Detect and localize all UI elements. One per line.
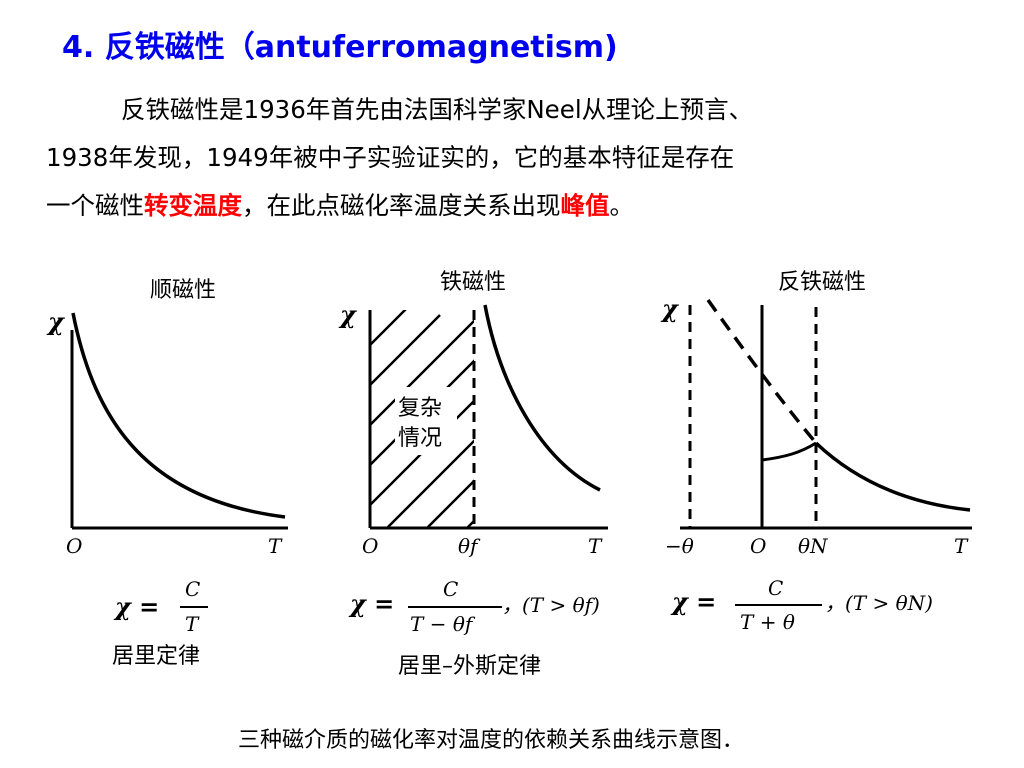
below-neel-curve: [761, 441, 817, 462]
ferromagnetic-y-label: χ: [338, 300, 357, 329]
paragraph-line-3-b: ，在此点磁化率温度关系出现: [242, 191, 561, 220]
paragraph-line-3-c: 。: [609, 191, 635, 220]
figure-caption: 三种磁介质的磁化率对温度的依赖关系曲线示意图．: [238, 728, 744, 753]
susceptibility-figure: 顺磁性 χ O T χ = C T 居里定律 铁磁性 χ 复杂 情况: [46, 270, 972, 753]
antiferromagnetic-y-label: χ: [660, 294, 679, 323]
neel-formula-denominator: T + θ: [740, 610, 795, 634]
paragraph-line-3-a: 一个磁性: [46, 191, 144, 220]
antiferromagnetic-origin-label: O: [750, 534, 766, 558]
neel-condition: ，(T > θN): [825, 591, 933, 615]
paragraph-line-1: 反铁磁性是1936年首先由法国科学家Neel从理论上预言、: [121, 95, 754, 124]
ferromagnetic-curve: [483, 304, 601, 492]
ferromagnetic-x-label: T: [588, 534, 603, 558]
curie-weiss-formula-numerator: C: [443, 577, 458, 601]
paramagnetic-origin-label: O: [66, 534, 82, 558]
ferromagnetic-origin-label: O: [362, 534, 378, 558]
above-neel-curve: [814, 441, 971, 512]
paramagnetic-x-label: T: [268, 534, 283, 558]
curie-weiss-law-label: 居里–外斯定律: [398, 654, 541, 679]
paramagnetic-panel: 顺磁性 χ O T χ = C T 居里定律: [46, 278, 288, 669]
neg-theta-label: −θ: [665, 534, 694, 558]
neel-formula-numerator: C: [768, 576, 783, 600]
highlight-peak: 峰值: [560, 191, 610, 220]
body-paragraph: 反铁磁性是1936年首先由法国科学家Neel从理论上预言、 1938年发现，19…: [46, 86, 986, 230]
highlight-transition-temperature: 转变温度: [144, 191, 242, 220]
complex-label-line-1: 复杂: [398, 396, 442, 421]
theta-f-label: θf: [458, 534, 481, 558]
paramagnetic-title: 顺磁性: [150, 278, 216, 303]
curie-formula-denominator: T: [185, 612, 200, 636]
paragraph-line-3: 一个磁性转变温度，在此点磁化率温度关系出现峰值。: [46, 182, 986, 230]
curie-law-label: 居里定律: [112, 644, 200, 669]
ferromagnetic-panel: 铁磁性 χ 复杂 情况 O θf T χ = C T − θf ，(T > θf…: [338, 270, 608, 679]
complex-label-line-2: 情况: [398, 426, 442, 451]
curie-weiss-formula-lhs: χ =: [348, 589, 394, 618]
antiferromagnetic-title: 反铁磁性: [778, 270, 866, 295]
curie-weiss-condition: ，(T > θf): [502, 593, 600, 617]
complex-region-hatching: [370, 310, 474, 528]
paramagnetic-curve: [71, 312, 286, 519]
curie-formula-lhs: χ =: [113, 592, 159, 621]
paragraph-line-2: 1938年发现，1949年被中子实验证实的，它的基本特征是存在: [46, 143, 735, 172]
theta-n-label: θN: [798, 534, 829, 558]
curie-weiss-formula-denominator: T − θf: [410, 612, 476, 636]
ferromagnetic-title: 铁磁性: [440, 270, 506, 295]
complex-label-background: [395, 387, 457, 455]
curie-formula-numerator: C: [185, 577, 200, 601]
antiferromagnetic-panel: 反铁磁性 χ −θ O θN T χ = C T + θ ，(T > θN): [660, 270, 972, 634]
slide-title: 4. 反铁磁性（antuferromagnetism): [62, 30, 618, 65]
neel-formula-lhs: χ =: [670, 587, 716, 616]
antiferromagnetic-x-label: T: [954, 534, 969, 558]
paramagnetic-y-label: χ: [46, 307, 65, 336]
